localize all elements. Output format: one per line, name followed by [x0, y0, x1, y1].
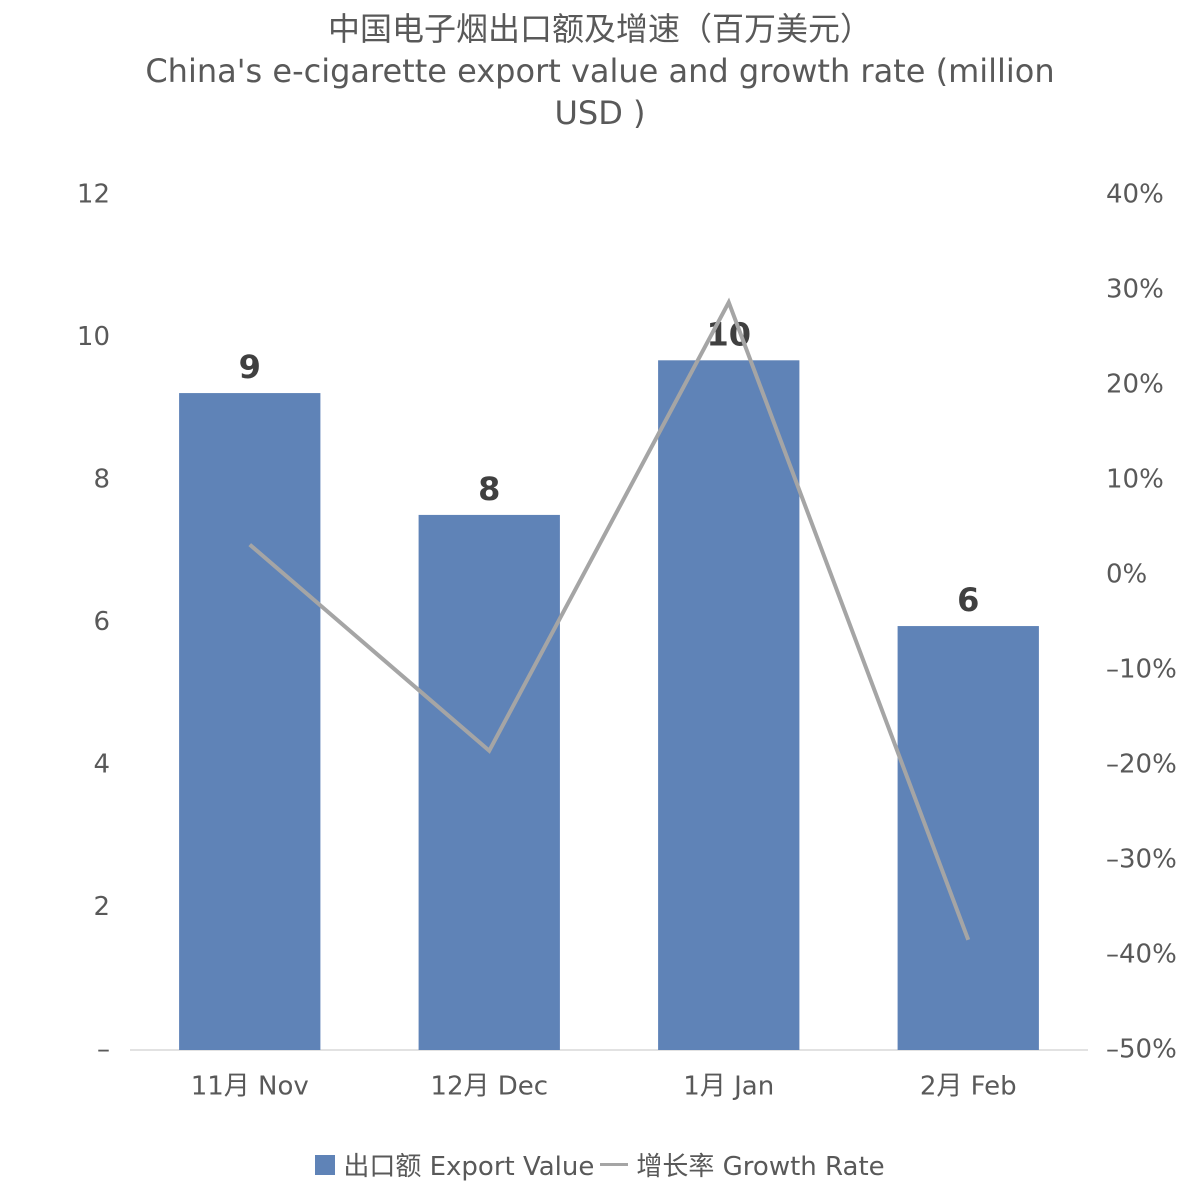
bar — [418, 514, 560, 1050]
y2-tick-label: 0% — [1106, 560, 1147, 590]
data-label: 6 — [957, 581, 979, 619]
y2-tick-label: –30% — [1106, 845, 1177, 875]
y-tick-label: 2 — [93, 892, 110, 922]
y2-tick-label: 10% — [1106, 465, 1164, 495]
bar — [897, 626, 1039, 1050]
chart-title: 中国电子烟出口额及增速（百万美元） — [327, 10, 872, 48]
legend-item: 增长率 Growth Rate — [600, 1146, 885, 1183]
y-tick-label: 4 — [93, 750, 110, 780]
x-tick-label: 11月 Nov — [191, 1072, 309, 1102]
data-label: 9 — [239, 348, 261, 386]
x-tick-label: 2月 Feb — [920, 1072, 1017, 1102]
y-tick-label: – — [97, 1035, 110, 1065]
legend-swatch — [315, 1154, 336, 1175]
bar — [658, 360, 800, 1050]
y2-tick-label: –50% — [1106, 1035, 1177, 1065]
y2-tick-label: –40% — [1106, 940, 1177, 970]
legend-label: 增长率 Growth Rate — [636, 1152, 885, 1182]
chart: – 2 4 6 8 10 12 –50% –40% –30% –20% –10% 0% 10% 20% 30%… — [77, 180, 1177, 1102]
y-tick-label: 8 — [93, 465, 110, 495]
data-label: 8 — [478, 470, 500, 508]
legend-label: 出口额 Export Value — [343, 1152, 595, 1182]
y-tick-label: 6 — [93, 607, 110, 637]
legend-item: 出口额 Export Value — [315, 1146, 594, 1183]
y2-tick-label: –20% — [1106, 750, 1177, 780]
chart-subtitle: China's e-cigarette export value and gro… — [145, 52, 1055, 132]
y-tick-label: 12 — [77, 180, 110, 210]
y2-tick-label: 20% — [1106, 370, 1164, 400]
y2-tick-label: 30% — [1106, 275, 1164, 305]
x-tick-label: 1月 Jan — [683, 1072, 774, 1102]
legend: 出口额 Export Value 增长率 Growth Rate — [0, 1146, 1200, 1183]
y-tick-label: 10 — [77, 322, 110, 352]
titles: 中国电子烟出口额及增速（百万美元） China's e-cigarette ex… — [120, 8, 1080, 134]
y2-tick-label: –10% — [1106, 655, 1177, 685]
y2-tick-label: 40% — [1106, 180, 1164, 210]
legend-swatch — [600, 1163, 629, 1166]
growth-line — [248, 297, 971, 941]
x-tick-label: 12月 Dec — [430, 1072, 548, 1102]
bar — [179, 393, 321, 1050]
